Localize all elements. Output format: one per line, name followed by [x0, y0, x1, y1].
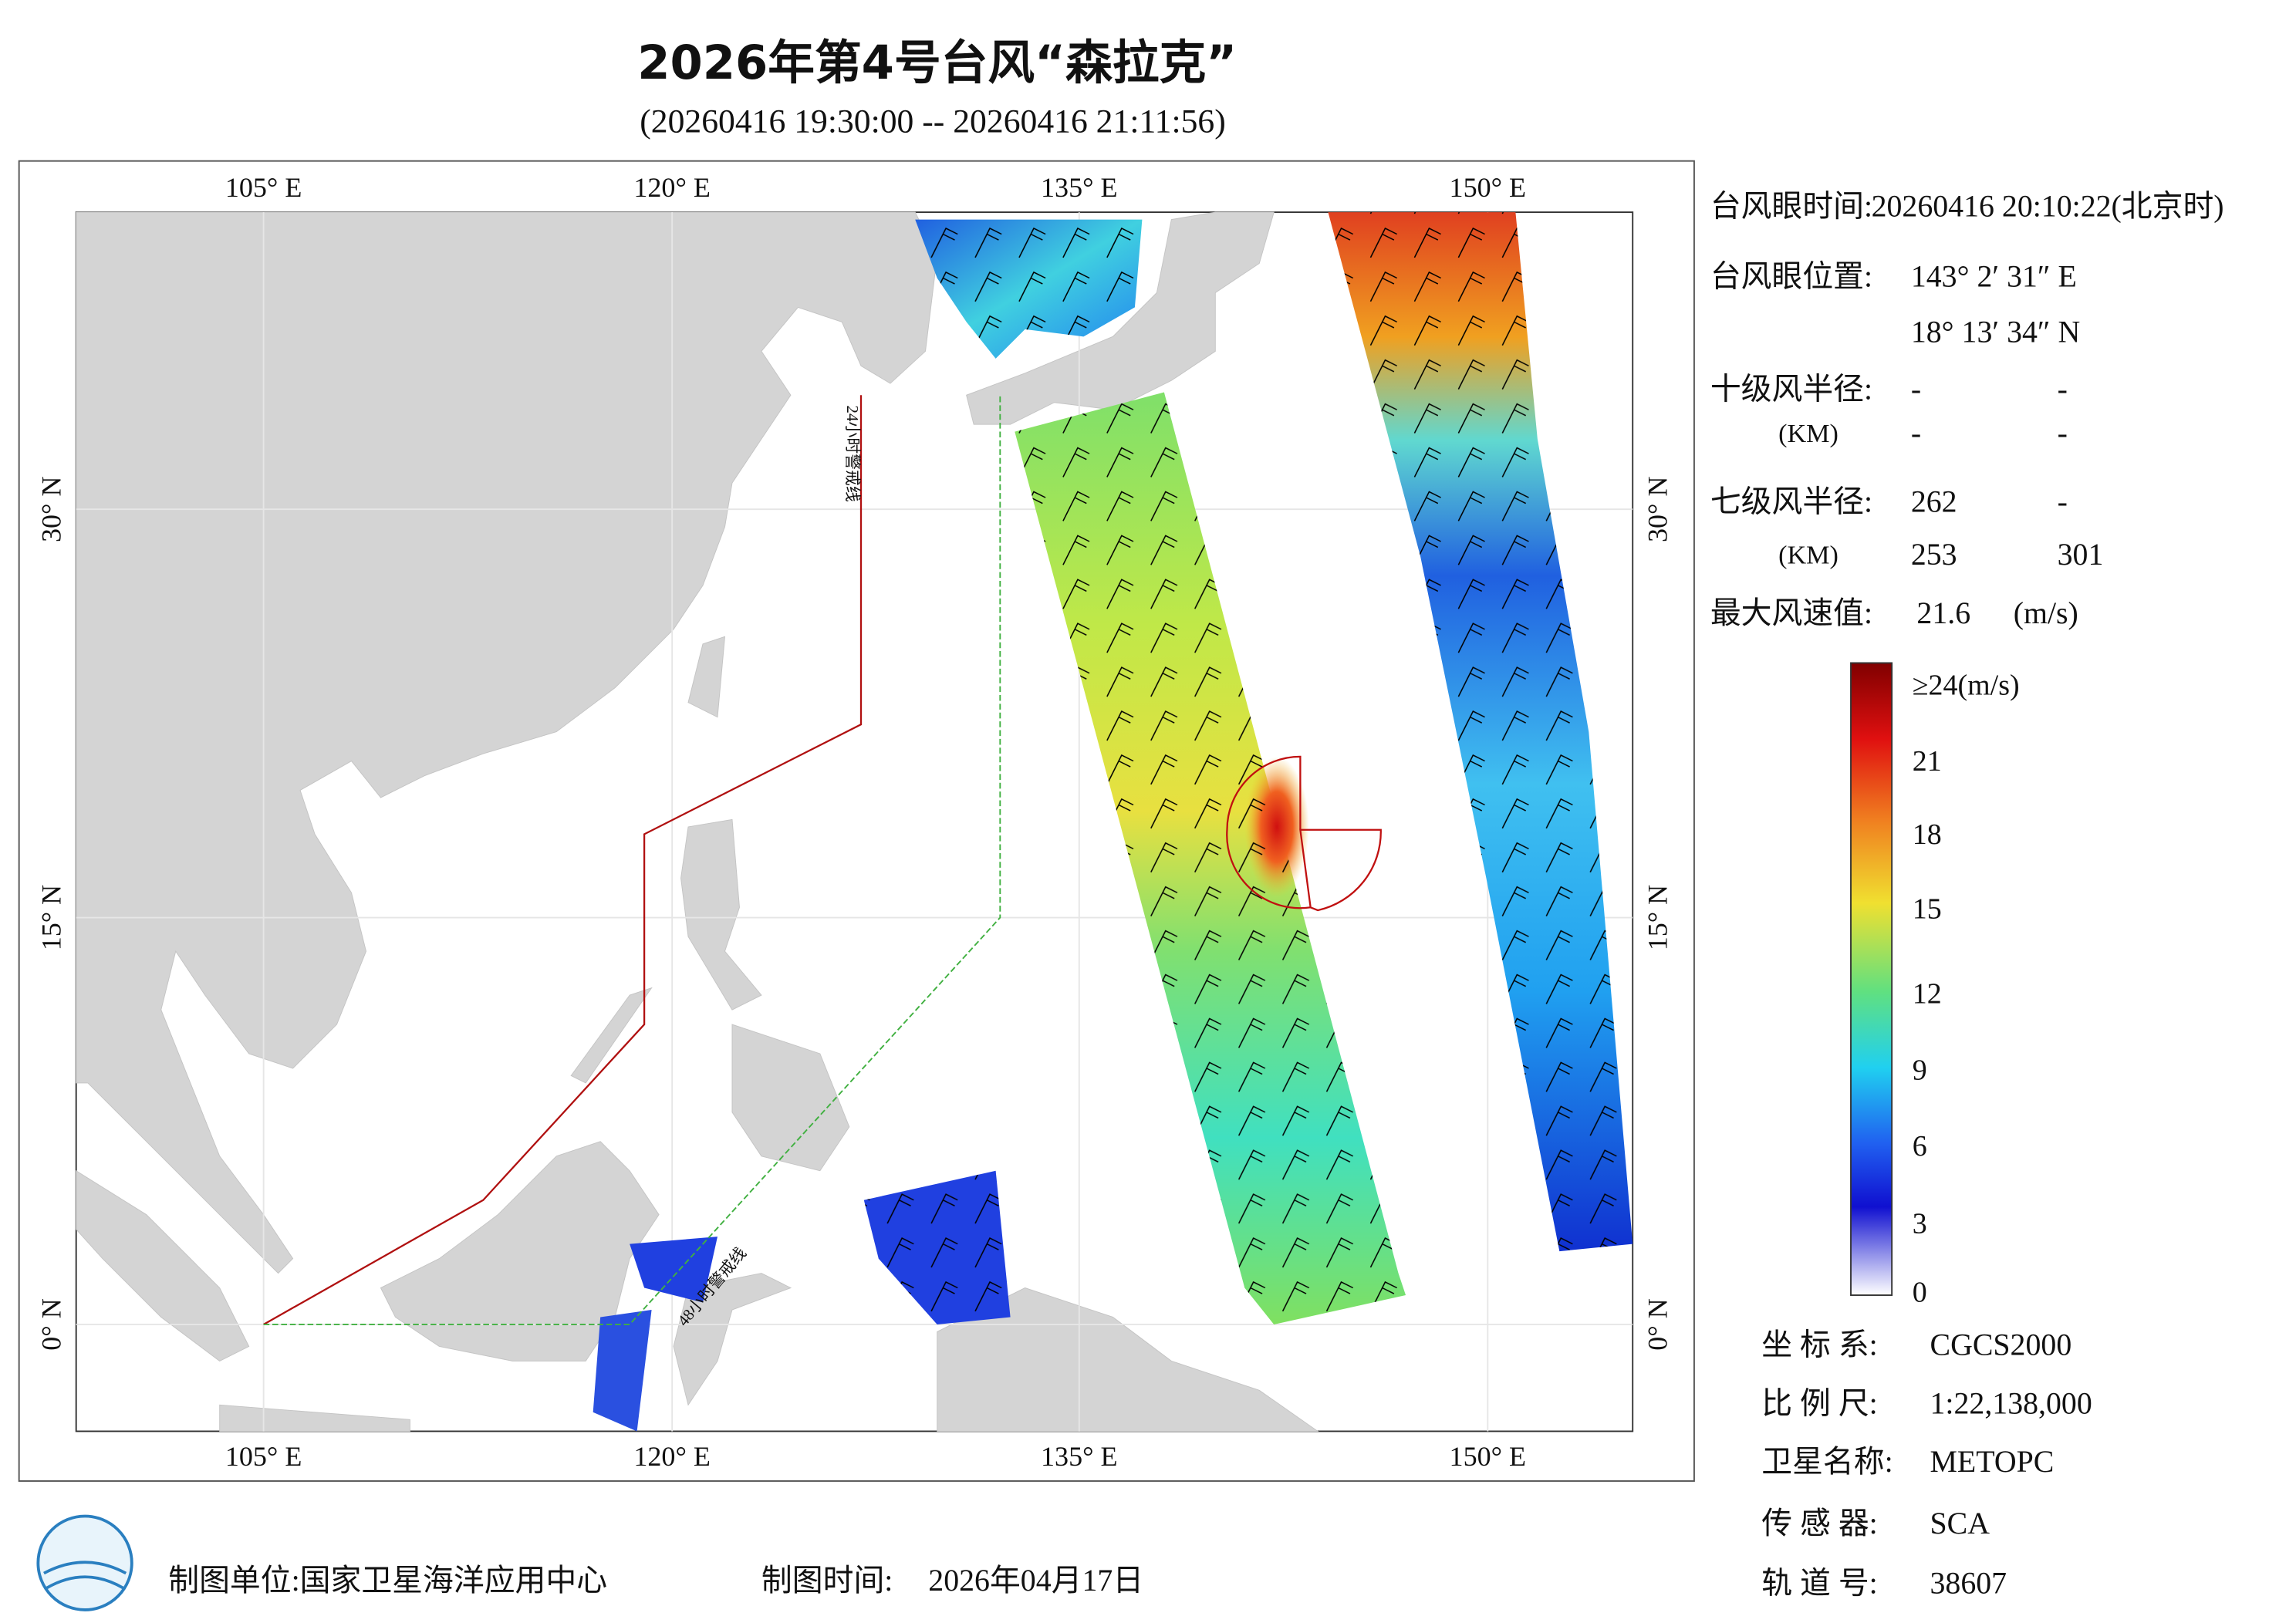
info-unit: (m/s)	[2014, 596, 2078, 630]
info-value: -	[2058, 372, 2068, 407]
info-value: 253	[1911, 537, 1957, 572]
meta-value: SCA	[1930, 1506, 1990, 1540]
lon-label: 135° E	[1041, 1441, 1118, 1472]
meta-label: 卫星名称:	[1761, 1444, 1893, 1479]
meta-label: 传 感 器:	[1761, 1506, 1877, 1540]
colorbar-label: 18	[1913, 818, 1942, 851]
wind-radius	[1226, 755, 1382, 912]
meta-value: CGCS2000	[1930, 1327, 2072, 1361]
info-label: 最大风速值:	[1710, 596, 1872, 630]
graticule	[76, 212, 1633, 1432]
warning-line-24h	[263, 395, 863, 1325]
lon-label: 120° E	[633, 1441, 711, 1472]
lat-label: 15° N	[35, 885, 66, 950]
info-label: 台风眼位置:	[1710, 259, 1872, 294]
info-label: 十级风半径:	[1710, 372, 1872, 407]
info-label: 七级风半径:	[1710, 484, 1872, 519]
lon-label: 150° E	[1450, 172, 1527, 203]
colorbar-label: 0	[1913, 1277, 1927, 1309]
info-unit: (KM)	[1778, 542, 1838, 570]
footer-value: 2026年04月17日	[928, 1563, 1143, 1598]
meta-value: 1:22,138,000	[1930, 1385, 2092, 1420]
info-value: -	[2058, 416, 2068, 450]
colorbar-label: 15	[1913, 893, 1942, 926]
info-unit: (KM)	[1778, 420, 1838, 448]
colorbar-label: 3	[1913, 1208, 1927, 1240]
lat-label: 30° N	[1643, 476, 1673, 542]
lon-label: 135° E	[1041, 172, 1118, 203]
colorbar-label: ≥24(m/s)	[1913, 669, 2020, 701]
lon-label: 120° E	[633, 172, 711, 203]
info-value: -	[1911, 416, 1921, 450]
lon-label: 105° E	[225, 1441, 302, 1472]
meta-value: 38607	[1930, 1566, 2007, 1601]
colorbar-label: 21	[1913, 745, 1942, 778]
lat-label: 30° N	[35, 476, 66, 542]
land	[76, 211, 1319, 1432]
colorbar-label: 6	[1913, 1130, 1927, 1162]
info-label: 台风眼时间:	[1710, 188, 1872, 223]
info-value: 262	[1911, 484, 1957, 519]
warning-line-48h	[263, 395, 1001, 1325]
info-value: 143° 2′ 31″ E	[1911, 259, 2077, 294]
info-value: 20260416 20:10:22(北京时)	[1872, 188, 2224, 223]
colorbar-label: 12	[1913, 978, 1942, 1011]
meta-value: METOPC	[1930, 1444, 2055, 1479]
title: 2026年第4号台风“森拉克”	[637, 36, 1237, 90]
colorbar	[1850, 662, 1893, 1296]
info-value: -	[2058, 484, 2068, 519]
info-value: 301	[2058, 537, 2104, 572]
meta-label: 比 例 尺:	[1761, 1385, 1877, 1420]
meta-label: 坐 标 系:	[1761, 1327, 1877, 1361]
colorbar-label: 9	[1913, 1054, 1927, 1086]
wind-swaths	[593, 212, 1633, 1432]
info-value: 21.6	[1916, 596, 1970, 630]
warning-label: 24小时警戒线	[843, 406, 862, 502]
logo	[36, 1514, 133, 1611]
subtitle: (20260416 19:30:00 -- 20260416 21:11:56)	[640, 103, 1226, 140]
meta-label: 轨 道 号:	[1761, 1566, 1877, 1601]
info-value: -	[1911, 372, 1921, 407]
info-value: 18° 13′ 34″ N	[1911, 315, 2080, 349]
lat-label: 15° N	[1643, 885, 1673, 950]
lat-label: 0° N	[1643, 1298, 1673, 1350]
lat-label: 0° N	[35, 1298, 66, 1350]
lon-label: 150° E	[1450, 1441, 1527, 1472]
footer-label: 制图时间:	[761, 1563, 893, 1598]
footer-label: 制图单位:国家卫星海洋应用中心	[168, 1563, 607, 1598]
lon-label: 105° E	[225, 172, 302, 203]
